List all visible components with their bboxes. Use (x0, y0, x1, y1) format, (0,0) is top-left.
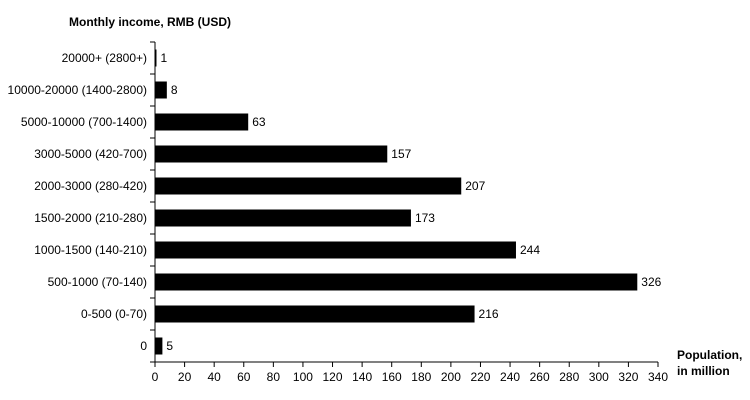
x-tick-label: 160 (382, 370, 402, 384)
value-label: 216 (479, 307, 499, 321)
category-label: 1000-1500 (140-210) (34, 243, 147, 257)
y-axis-title: Monthly income, RMB (USD) (69, 15, 231, 29)
value-label: 207 (465, 179, 485, 193)
category-label: 500-1000 (70-140) (48, 275, 147, 289)
bar (155, 81, 167, 99)
bar (155, 49, 157, 67)
x-tick-label: 340 (648, 370, 668, 384)
x-tick-label: 320 (618, 370, 638, 384)
bar (155, 337, 163, 355)
x-tick-label: 180 (411, 370, 431, 384)
x-tick-label: 240 (500, 370, 520, 384)
x-tick-label: 20 (178, 370, 192, 384)
x-tick-label: 0 (152, 370, 159, 384)
value-label: 8 (171, 83, 178, 97)
x-tick-label: 80 (267, 370, 281, 384)
x-tick-label: 60 (237, 370, 251, 384)
value-label: 1 (160, 51, 167, 65)
x-tick-label: 220 (470, 370, 490, 384)
value-label: 157 (391, 147, 411, 161)
x-tick-label: 40 (207, 370, 221, 384)
category-label: 3000-5000 (420-700) (34, 147, 147, 161)
bar (155, 177, 462, 195)
category-label: 1500-2000 (210-280) (34, 211, 147, 225)
value-label: 63 (252, 115, 266, 129)
category-label: 2000-3000 (280-420) (34, 179, 147, 193)
x-tick-label: 140 (352, 370, 372, 384)
bar (155, 113, 249, 131)
x-axis-title-line2: in million (677, 364, 730, 378)
category-label: 0 (140, 339, 147, 353)
x-tick-label: 280 (559, 370, 579, 384)
bar (155, 305, 475, 323)
x-axis-title-line1: Population, (677, 348, 743, 362)
x-tick-label: 260 (530, 370, 550, 384)
x-tick-label: 200 (441, 370, 461, 384)
x-tick-label: 300 (589, 370, 609, 384)
value-label: 173 (415, 211, 435, 225)
category-label: 20000+ (2800+) (62, 51, 147, 65)
value-label: 5 (166, 339, 173, 353)
bar (155, 273, 638, 291)
category-label: 10000-20000 (1400-2800) (8, 83, 147, 97)
bar (155, 145, 388, 163)
x-tick-label: 120 (323, 370, 343, 384)
value-label: 326 (641, 275, 661, 289)
category-label: 5000-10000 (700-1400) (21, 115, 147, 129)
category-label: 0-500 (0-70) (81, 307, 147, 321)
bar (155, 209, 411, 227)
x-tick-label: 100 (293, 370, 313, 384)
value-label: 244 (520, 243, 540, 257)
bar (155, 241, 516, 259)
